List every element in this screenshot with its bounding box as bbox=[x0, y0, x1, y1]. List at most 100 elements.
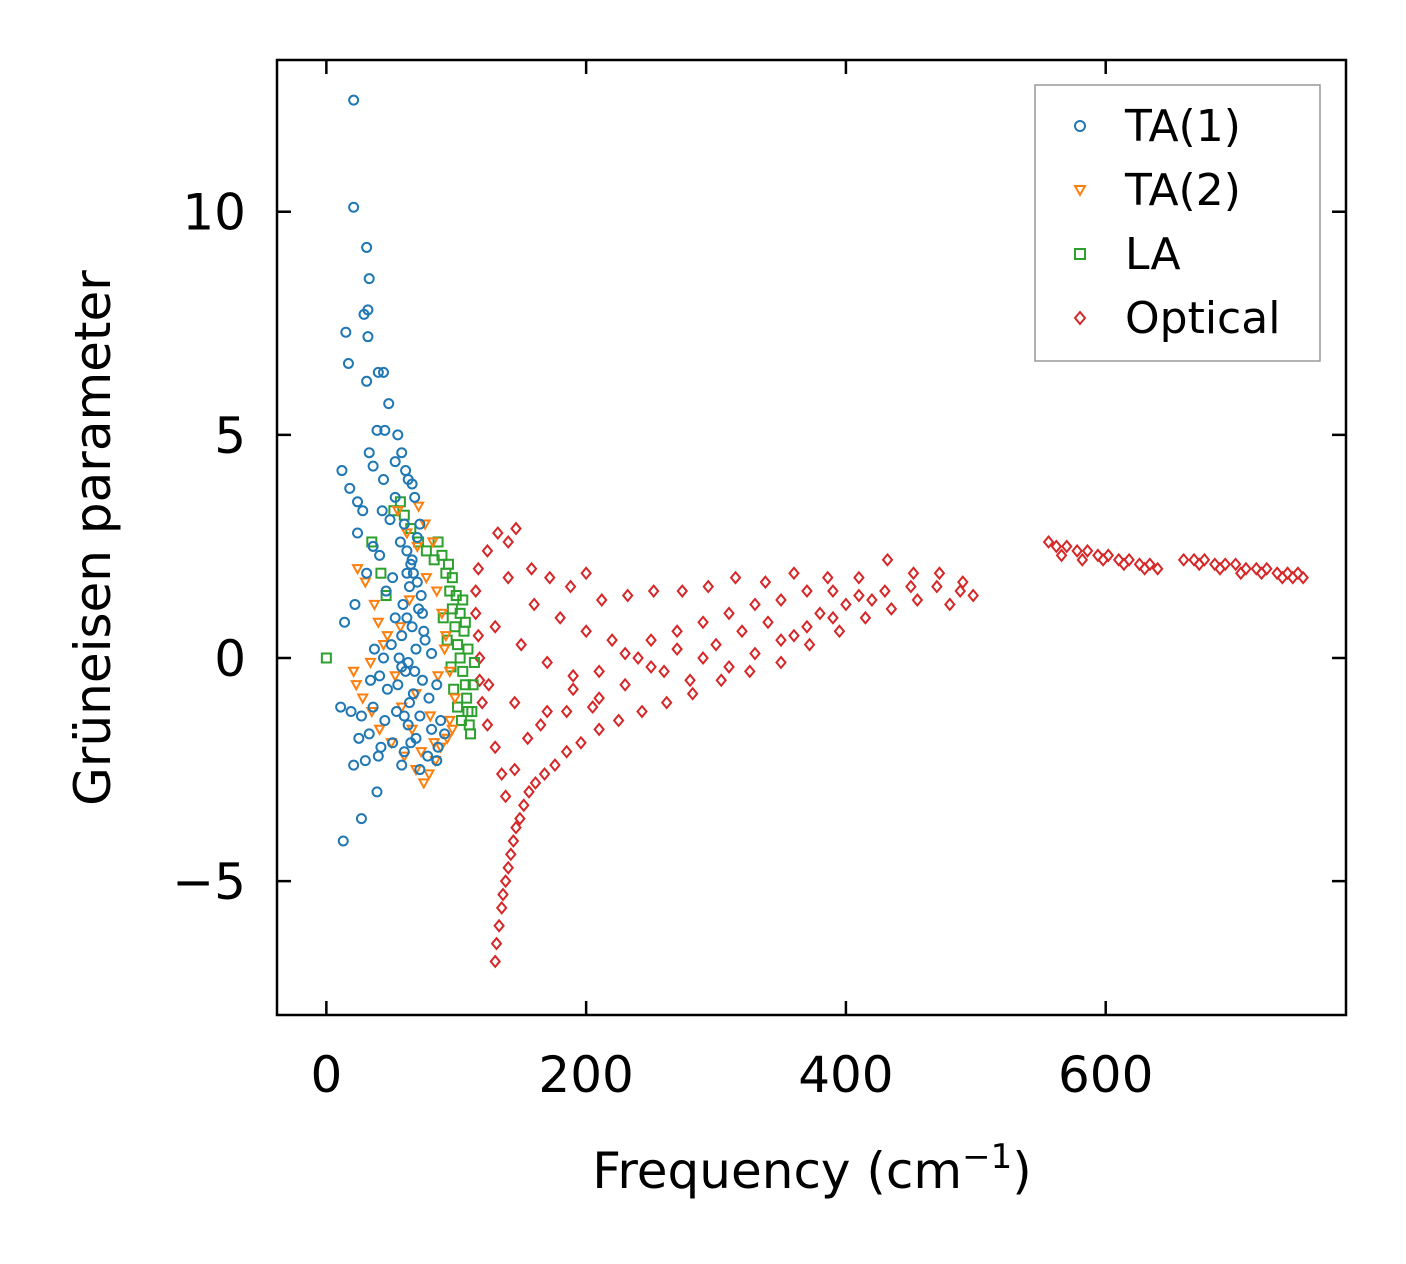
point-optical bbox=[541, 655, 553, 670]
point-ta-1 bbox=[365, 674, 377, 686]
point-optical bbox=[580, 566, 592, 581]
point-ta-2 bbox=[443, 666, 456, 678]
y-tick-label: −5 bbox=[172, 853, 246, 911]
point-optical bbox=[606, 633, 618, 648]
point-ta-1 bbox=[415, 590, 427, 602]
point-optical bbox=[482, 677, 495, 692]
point-optical bbox=[1240, 561, 1252, 576]
point-optical bbox=[1123, 552, 1135, 567]
point-optical bbox=[1281, 566, 1294, 581]
point-ta-1 bbox=[431, 679, 443, 691]
point-ta-1 bbox=[367, 701, 379, 713]
point-optical bbox=[801, 619, 813, 634]
legend-label: LA bbox=[1125, 229, 1181, 280]
point-optical bbox=[525, 561, 538, 576]
x-tick-label: 0 bbox=[310, 1046, 342, 1104]
point-optical bbox=[502, 535, 515, 549]
point-optical bbox=[684, 673, 696, 688]
point-la bbox=[466, 706, 478, 718]
point-la bbox=[452, 701, 464, 713]
point-optical bbox=[543, 570, 556, 585]
point-optical bbox=[775, 655, 787, 670]
point-optical bbox=[490, 936, 503, 951]
point-ta-2 bbox=[372, 617, 385, 629]
point-ta-2 bbox=[350, 680, 363, 692]
point-ta-1 bbox=[344, 482, 356, 494]
point-la bbox=[457, 665, 469, 677]
point-optical bbox=[564, 579, 577, 594]
point-ta-1 bbox=[335, 701, 347, 713]
x-tick-label: 600 bbox=[1058, 1046, 1153, 1104]
x-tick-label: 200 bbox=[538, 1046, 633, 1104]
point-ta-1 bbox=[411, 532, 423, 543]
point-optical bbox=[723, 659, 735, 674]
point-ta-1 bbox=[392, 679, 404, 691]
point-optical bbox=[619, 677, 631, 692]
point-optical bbox=[676, 584, 689, 599]
point-ta-1 bbox=[367, 540, 379, 552]
point-ta-1 bbox=[431, 755, 443, 767]
point-ta-1 bbox=[363, 728, 375, 740]
point-optical bbox=[1050, 539, 1063, 554]
point-ta-1 bbox=[397, 598, 409, 610]
point-optical bbox=[933, 566, 946, 581]
point-ta-1 bbox=[352, 527, 364, 539]
point-la bbox=[436, 549, 448, 561]
point-optical bbox=[499, 789, 512, 804]
point-optical bbox=[619, 646, 631, 661]
point-optical bbox=[481, 543, 494, 558]
point-la bbox=[461, 692, 473, 704]
point-la bbox=[420, 545, 432, 557]
point-optical bbox=[1209, 557, 1221, 572]
point-ta-2 bbox=[347, 666, 360, 678]
point-optical bbox=[879, 584, 891, 599]
point-la bbox=[446, 572, 458, 584]
point-ta-2 bbox=[448, 693, 462, 705]
point-ta-2 bbox=[446, 724, 459, 736]
x-axis-label: Frequency (cm−1) bbox=[592, 1137, 1032, 1200]
point-ta-1 bbox=[411, 576, 423, 588]
point-ta-1 bbox=[348, 759, 360, 771]
point-la bbox=[462, 643, 474, 655]
point-ta-2 bbox=[435, 608, 449, 620]
point-optical bbox=[840, 597, 852, 612]
point-optical bbox=[1271, 566, 1283, 581]
point-optical bbox=[885, 601, 898, 616]
point-ta-1 bbox=[406, 554, 418, 566]
point-ta-2 bbox=[400, 528, 414, 540]
point-ta-1 bbox=[439, 728, 451, 740]
legend-entry: LA bbox=[1074, 229, 1181, 280]
point-ta-2 bbox=[443, 715, 456, 728]
point-optical bbox=[1286, 570, 1299, 585]
point-optical bbox=[505, 847, 517, 862]
point-ta-2 bbox=[394, 622, 407, 634]
point-optical bbox=[1229, 557, 1242, 572]
point-optical bbox=[538, 767, 551, 781]
point-ta-1 bbox=[403, 697, 415, 709]
point-optical bbox=[1193, 557, 1206, 572]
point-ta-1 bbox=[363, 273, 375, 285]
point-ta-1 bbox=[426, 723, 438, 735]
axes-frame bbox=[275, 58, 1348, 1017]
point-optical bbox=[833, 624, 846, 639]
legend-label: TA(2) bbox=[1124, 165, 1241, 216]
point-la bbox=[465, 728, 477, 740]
point-optical bbox=[575, 735, 587, 750]
point-ta-1 bbox=[363, 447, 375, 459]
point-ta-1 bbox=[396, 447, 408, 459]
point-optical bbox=[481, 717, 494, 732]
point-optical bbox=[1092, 548, 1104, 563]
point-optical bbox=[529, 775, 542, 790]
point-ta-1 bbox=[402, 719, 414, 731]
legend-marker bbox=[1074, 120, 1086, 132]
point-optical bbox=[660, 695, 673, 710]
point-optical bbox=[508, 695, 521, 710]
point-optical bbox=[1102, 548, 1115, 563]
point-ta-2 bbox=[377, 640, 390, 652]
point-optical bbox=[736, 624, 748, 639]
point-ta-1 bbox=[422, 750, 434, 762]
point-optical bbox=[788, 566, 800, 581]
point-ta-1 bbox=[389, 456, 401, 468]
point-optical bbox=[560, 704, 573, 719]
point-ta-1 bbox=[407, 688, 419, 700]
